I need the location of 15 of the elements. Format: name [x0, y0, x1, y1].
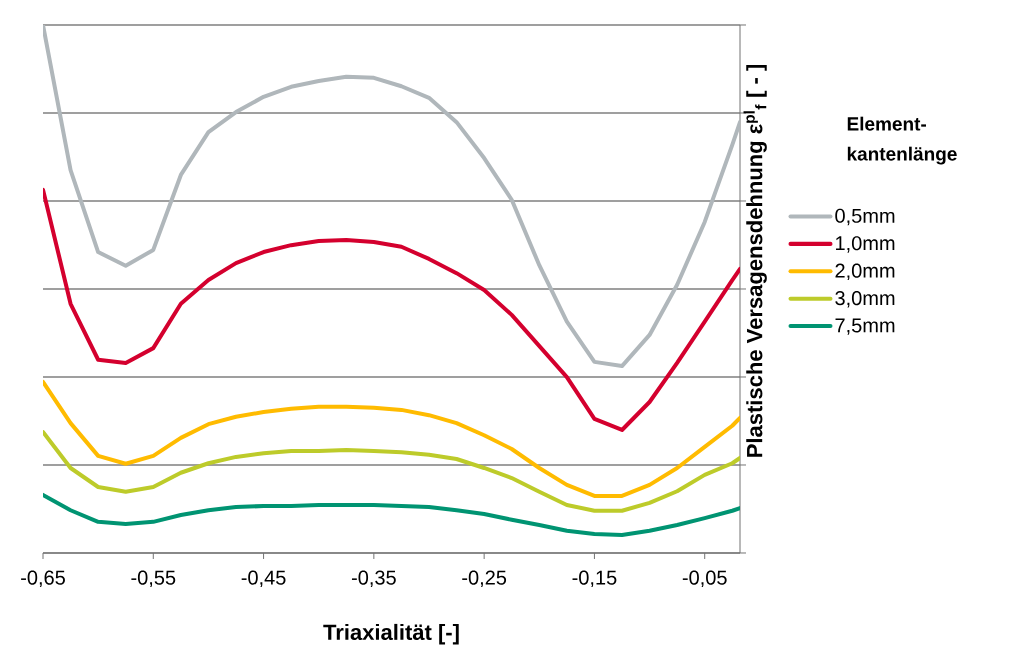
- legend-label: 1,0mm: [836, 236, 895, 253]
- legend-label: 2,0mm: [835, 263, 895, 281]
- x-tick-label: -0,55: [131, 570, 176, 588]
- x-tick-label: -0,45: [241, 570, 286, 588]
- x-tick-label: -0,65: [21, 570, 65, 588]
- legend-label: 0,5mm: [835, 208, 895, 226]
- legend-label: 3,0mm: [835, 291, 895, 308]
- x-tick-label: -0,35: [351, 570, 396, 588]
- x-tick-label: -0,25: [462, 570, 507, 588]
- x-tick-label: -0,15: [572, 570, 617, 588]
- x-axis-title: Triaxialität [-]: [323, 623, 459, 645]
- y-axis-title: Plastische Versagensdehnung ε$^{pl}$$_{f}$ [ - ]: [743, 64, 767, 457]
- legend-label: 7,5mm: [835, 318, 895, 335]
- x-tick-label: -0,05: [682, 570, 727, 588]
- legend-title: Element-kantenlänge: [847, 116, 957, 165]
